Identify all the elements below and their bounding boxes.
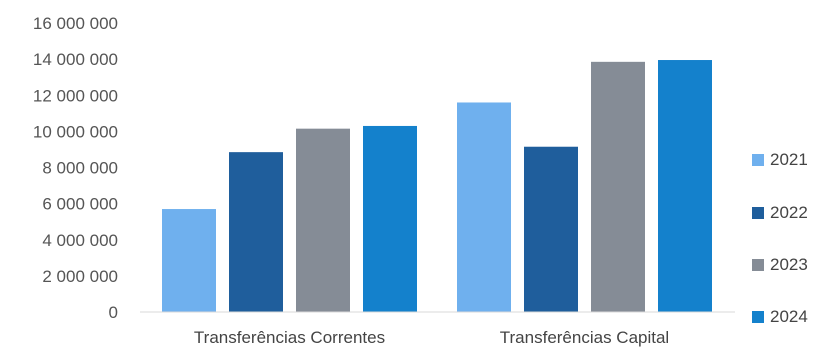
y-tick-label: 6 000 000 [42, 195, 118, 214]
x-axis: Transferências Correntes Transferências C… [140, 311, 735, 347]
y-tick-label: 4 000 000 [42, 231, 118, 250]
legend-label-2021: 2021 [770, 150, 808, 169]
legend-swatch-2023 [752, 259, 764, 271]
legend-label-2024: 2024 [770, 307, 808, 326]
legend-label-2022: 2022 [770, 203, 808, 222]
y-tick-label: 10 000 000 [33, 122, 118, 141]
y-tick-label: 16 000 000 [33, 14, 118, 33]
bar-2021-1 [457, 102, 511, 312]
y-tick-label: 12 000 000 [33, 86, 118, 105]
legend-label-2023: 2023 [770, 255, 808, 274]
bar-2023-1 [591, 61, 645, 312]
bar-2022-0 [229, 152, 283, 312]
bar-2024-1 [658, 60, 712, 313]
y-tick-label: 14 000 000 [33, 50, 118, 69]
legend-swatch-2022 [752, 207, 764, 219]
y-tick-label: 8 000 000 [42, 159, 118, 178]
bar-2021-0 [162, 209, 216, 312]
x-category-label: Transferências Correntes [194, 328, 385, 347]
y-axis: 0 2 000 000 4 000 000 6 000 000 8 000 000 10 … [33, 14, 118, 322]
y-tick-label: 0 [109, 303, 118, 322]
bar-2024-0 [363, 125, 417, 312]
legend-swatch-2021 [752, 154, 764, 166]
bar-2022-1 [524, 146, 578, 312]
legend-swatch-2024 [752, 311, 764, 323]
legend: 2021 2022 2023 2024 [752, 150, 808, 326]
bar-2023-0 [296, 128, 350, 312]
bars [162, 60, 712, 313]
x-category-label: Transferências Capital [500, 328, 669, 347]
y-tick-label: 2 000 000 [42, 267, 118, 286]
